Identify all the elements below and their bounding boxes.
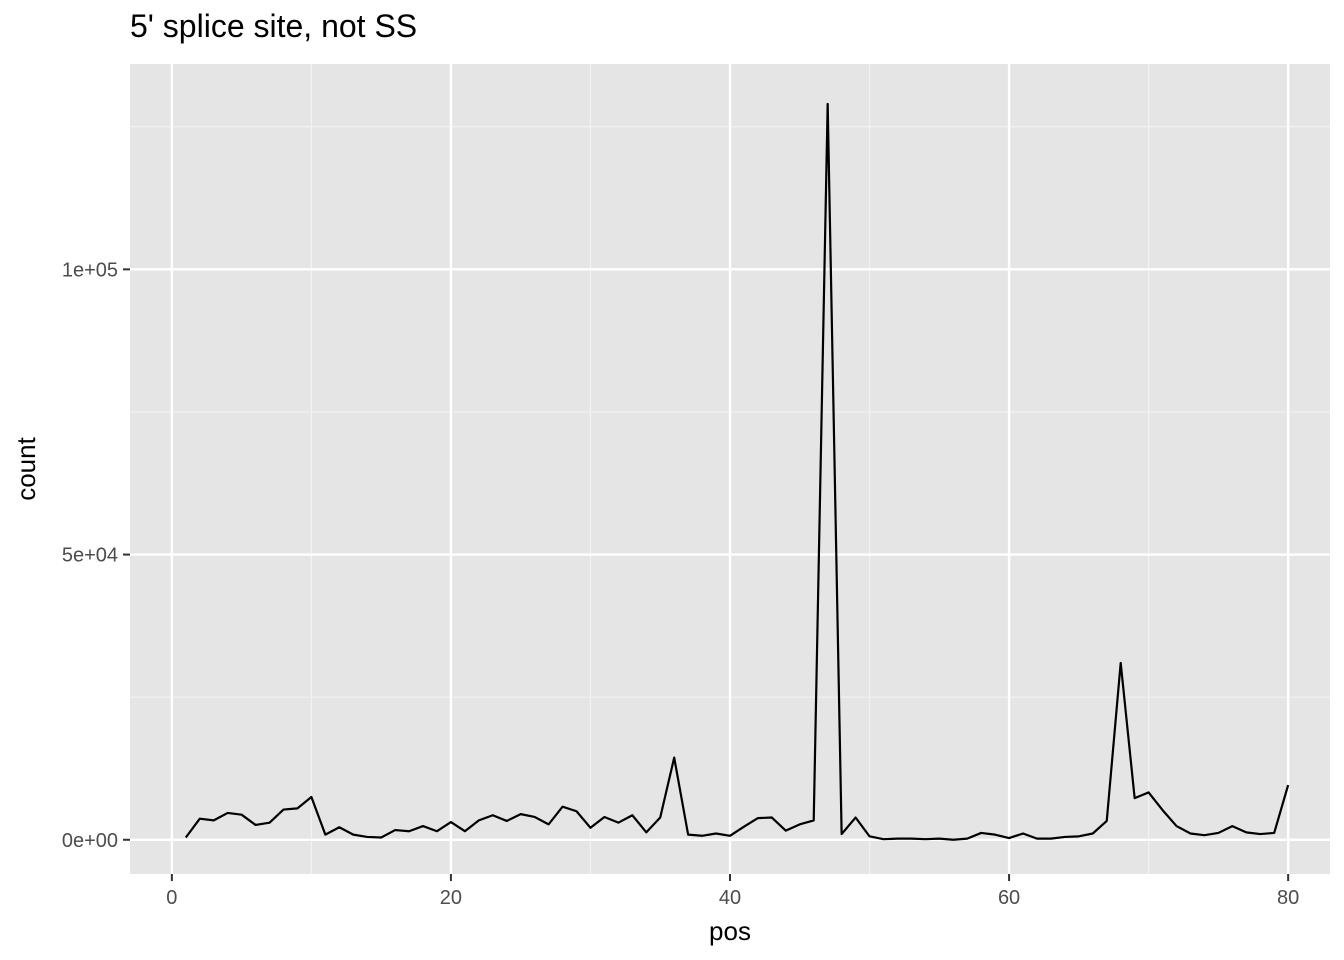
series-layer	[184, 102, 1290, 841]
x-tick-label: 20	[440, 887, 462, 909]
x-tick-label: 80	[1277, 887, 1299, 909]
y-axis: 0e+00 5e+04 1e+05	[62, 259, 130, 852]
x-axis: 0 20 40 60 80	[166, 874, 1299, 909]
y-tick-label: 1e+05	[62, 259, 118, 281]
major-gridlines	[130, 64, 1330, 874]
y-tick-label: 5e+04	[62, 545, 118, 567]
chart-title: 5' splice site, not SS	[130, 8, 418, 44]
y-axis-title: count	[11, 436, 41, 500]
x-tick-label: 40	[719, 887, 741, 909]
x-tick-label: 0	[166, 887, 177, 909]
x-axis-title: pos	[709, 916, 751, 946]
x-tick-label: 60	[998, 887, 1020, 909]
series-line	[184, 102, 1290, 841]
y-tick-label: 0e+00	[62, 830, 118, 852]
